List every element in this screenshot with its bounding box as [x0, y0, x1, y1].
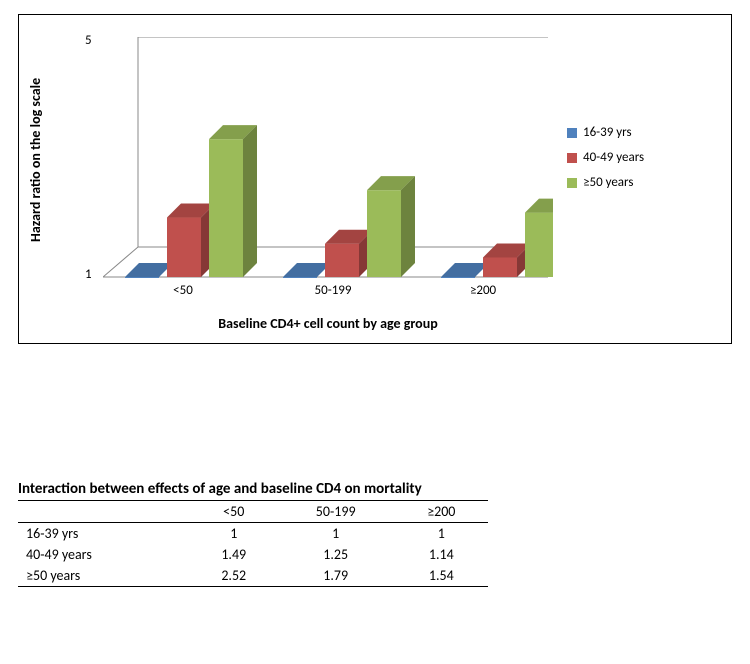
table-cell: 2.52 [191, 565, 277, 587]
table-cell: 1.25 [277, 544, 395, 565]
table-cell: 1.79 [277, 565, 395, 587]
table-row: ≥50 years 2.52 1.79 1.54 [18, 565, 488, 587]
table-cell: 1 [191, 523, 277, 545]
table-row: 40-49 years 1.49 1.25 1.14 [18, 544, 488, 565]
table-cell: 1 [395, 523, 488, 545]
legend-label-1: 40-49 years [583, 150, 644, 165]
legend-item-1: 40-49 years [567, 150, 644, 165]
x-cat-0: <50 [123, 283, 243, 298]
table-cell: 1 [277, 523, 395, 545]
x-category-labels: <50 50-199 ≥200 [103, 283, 553, 303]
x-cat-1: 50-199 [273, 283, 393, 298]
legend-label-0: 16-39 yrs [583, 125, 632, 140]
chart-plot [103, 37, 553, 312]
x-cat-2: ≥200 [423, 283, 543, 298]
table-row-label: 40-49 years [18, 544, 191, 565]
table-col-2: ≥200 [395, 501, 488, 523]
table-row-label: ≥50 years [18, 565, 191, 587]
legend-item-0: 16-39 yrs [567, 125, 644, 140]
table-cell: 1.14 [395, 544, 488, 565]
table-header-row: <50 50-199 ≥200 [18, 501, 488, 523]
table-col-0: <50 [191, 501, 277, 523]
legend-swatch-0 [567, 128, 577, 138]
table-title: Interaction between effects of age and b… [18, 480, 488, 498]
y-tick-top: 5 [85, 33, 92, 48]
table-row: 16-39 yrs 1 1 1 [18, 523, 488, 545]
legend: 16-39 yrs 40-49 years ≥50 years [567, 115, 644, 200]
y-tick-bottom: 1 [85, 267, 92, 282]
legend-label-2: ≥50 years [583, 175, 633, 190]
x-axis-label: Baseline CD4+ cell count by age group [103, 315, 553, 332]
table-row-label: 16-39 yrs [18, 523, 191, 545]
table-cell: 1.49 [191, 544, 277, 565]
y-axis-label: Hazard ratio on the log scale [27, 60, 47, 260]
legend-item-2: ≥50 years [567, 175, 644, 190]
legend-swatch-1 [567, 153, 577, 163]
data-table: Interaction between effects of age and b… [18, 480, 488, 587]
table-cell: 1.54 [395, 565, 488, 587]
legend-swatch-2 [567, 178, 577, 188]
table-col-1: 50-199 [277, 501, 395, 523]
chart-panel: Hazard ratio on the log scale 5 1 <50 50… [18, 14, 732, 344]
